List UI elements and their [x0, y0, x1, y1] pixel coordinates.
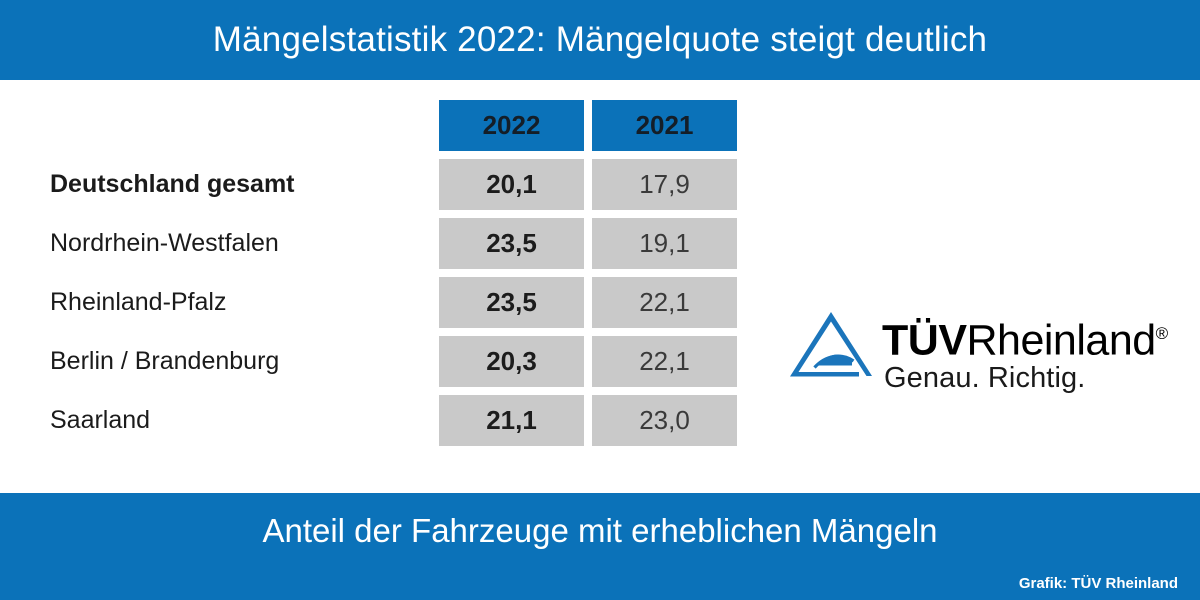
value-cell-2021: 23,0 [592, 395, 737, 446]
table-row-label: Nordrhein-Westfalen [50, 229, 279, 257]
column-2022: 2022 20,1 23,5 23,5 20,3 21,1 [439, 100, 584, 454]
value-cell-2021: 22,1 [592, 277, 737, 328]
tuv-rheinland-wordmark: TÜVRheinland® [882, 308, 1168, 366]
logo-tuv-text: TÜV [882, 316, 967, 365]
bottom-banner-title: Anteil der Fahrzeuge mit erheblichen Män… [262, 512, 938, 549]
label-column-header-spacer [50, 100, 430, 151]
value-cell-2021: 22,1 [592, 336, 737, 387]
logo-rheinland-text: Rheinland [966, 316, 1157, 365]
page-title: Mängelstatistik 2022: Mängelquote steigt… [212, 20, 988, 59]
value-cell-2022: 20,3 [439, 336, 584, 387]
logo-claim-text: Genau. Richtig. [884, 362, 1086, 394]
column-header-2021: 2021 [592, 100, 737, 151]
registered-trademark-icon: ® [1155, 324, 1169, 343]
value-cell-2021: 17,9 [592, 159, 737, 210]
value-cell-2022: 20,1 [439, 159, 584, 210]
table-row-label: Rheinland-Pfalz [50, 288, 227, 316]
tuv-rheinland-logo: TÜVRheinland® Genau. Richtig. [786, 308, 1176, 408]
top-banner: Mängelstatistik 2022: Mängelquote steigt… [0, 0, 1200, 80]
value-cell-2022: 23,5 [439, 218, 584, 269]
column-2021: 2021 17,9 19,1 22,1 22,1 23,0 [592, 100, 737, 454]
table-row-label: Saarland [50, 406, 151, 434]
table-row-label-column: Deutschland gesamt Nordrhein-Westfalen R… [50, 100, 430, 454]
value-cell-2021: 19,1 [592, 218, 737, 269]
statistics-table: Deutschland gesamt Nordrhein-Westfalen R… [0, 80, 1200, 562]
table-row-label: Deutschland gesamt [50, 170, 295, 198]
tuv-triangle-icon [786, 310, 876, 382]
column-header-2022: 2022 [439, 100, 584, 151]
value-cell-2022: 23,5 [439, 277, 584, 328]
graphic-credit: Grafik: TÜV Rheinland [1018, 575, 1178, 592]
bottom-banner: Anteil der Fahrzeuge mit erheblichen Män… [0, 493, 1200, 600]
table-row-label: Berlin / Brandenburg [50, 347, 280, 375]
value-cell-2022: 21,1 [439, 395, 584, 446]
